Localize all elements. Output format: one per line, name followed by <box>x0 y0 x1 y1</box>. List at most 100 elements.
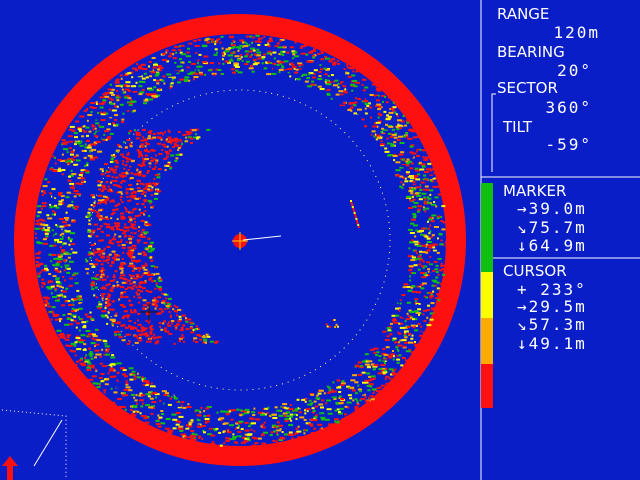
echo-pixel <box>209 62 214 64</box>
echo-pixel <box>90 194 95 197</box>
echo-pixel <box>390 144 395 147</box>
echo-pixel <box>199 411 202 414</box>
echo-pixel <box>138 226 141 229</box>
echo-pixel <box>136 329 139 331</box>
echo-pixel <box>87 229 91 232</box>
echo-pixel <box>427 184 433 187</box>
echo-pixel <box>67 345 73 347</box>
echo-pixel <box>215 51 218 54</box>
echo-pixel <box>382 372 386 375</box>
echo-pixel <box>411 203 416 206</box>
echo-pixel <box>187 79 191 82</box>
echo-pixel <box>406 312 409 315</box>
echo-pixel <box>67 238 73 241</box>
echo-pixel <box>382 100 384 103</box>
echo-pixel <box>106 255 109 258</box>
echo-pixel <box>357 384 360 387</box>
echo-pixel <box>388 356 392 359</box>
echo-pixel <box>424 178 428 181</box>
echo-pixel <box>377 88 380 91</box>
echo-pixel <box>186 133 191 136</box>
echo-pixel <box>90 209 93 212</box>
echo-pixel <box>403 283 409 286</box>
echo-pixel <box>433 226 439 228</box>
echo-pixel <box>432 177 437 180</box>
echo-pixel <box>69 174 74 177</box>
echo-pixel <box>294 409 299 412</box>
echo-pixel <box>367 389 371 392</box>
echo-pixel <box>133 260 138 263</box>
echo-pixel <box>383 354 389 357</box>
echo-pixel <box>194 133 197 136</box>
echo-pixel <box>115 89 118 92</box>
echo-pixel <box>37 211 42 214</box>
echo-pixel <box>202 341 205 344</box>
echo-pixel <box>202 45 208 48</box>
echo-pixel <box>148 291 152 293</box>
echo-pixel <box>103 385 107 388</box>
echo-pixel <box>143 213 146 216</box>
echo-pixel <box>124 394 129 397</box>
echo-pixel <box>408 207 413 209</box>
info-panel: RANGE 120m BEARING 20° SECTOR 360° TILT … <box>480 0 640 480</box>
echo-pixel <box>422 156 425 159</box>
echo-pixel <box>152 158 155 161</box>
echo-pixel <box>83 161 86 164</box>
echo-pixel <box>424 185 429 188</box>
echo-pixel <box>307 420 310 423</box>
echo-pixel <box>241 422 245 425</box>
echo-pixel <box>158 280 162 283</box>
echo-pixel <box>288 424 294 427</box>
echo-pixel <box>144 158 147 161</box>
echo-pixel <box>279 39 285 41</box>
echo-pixel <box>363 100 369 102</box>
echo-pixel <box>102 255 105 258</box>
echo-pixel <box>205 37 210 40</box>
echo-pixel <box>154 336 159 339</box>
echo-pixel <box>244 408 250 411</box>
echo-pixel <box>436 217 440 220</box>
echo-pixel <box>376 387 381 390</box>
echo-pixel <box>361 371 366 374</box>
echo-pixel <box>70 342 76 345</box>
echo-pixel <box>225 48 231 51</box>
echo-pixel <box>123 141 126 144</box>
echo-pixel <box>430 180 433 183</box>
echo-pixel <box>236 426 240 429</box>
echo-pixel <box>388 368 394 371</box>
echo-pixel <box>404 164 410 167</box>
echo-pixel <box>175 306 179 309</box>
echo-pixel <box>396 139 401 142</box>
echo-pixel <box>177 320 181 323</box>
echo-pixel <box>226 431 232 434</box>
echo-pixel <box>39 262 43 265</box>
echo-pixel <box>101 348 104 351</box>
echo-pixel <box>338 90 344 93</box>
echo-pixel <box>44 232 49 235</box>
echo-pixel <box>196 136 201 139</box>
echo-pixel <box>86 335 89 338</box>
echo-pixel <box>429 296 433 299</box>
echo-pixel <box>403 334 407 336</box>
echo-pixel <box>244 41 247 44</box>
echo-pixel <box>181 53 186 56</box>
echo-pixel <box>119 153 124 156</box>
echo-pixel <box>152 299 156 302</box>
echo-pixel <box>129 225 132 228</box>
echo-pixel <box>172 138 176 141</box>
echo-pixel <box>76 360 79 363</box>
echo-pixel <box>62 221 67 224</box>
echo-pixel <box>171 49 176 52</box>
echo-pixel <box>114 165 119 168</box>
echo-pixel <box>116 362 122 365</box>
echo-pixel <box>158 69 162 72</box>
echo-pixel <box>62 276 65 278</box>
echo-pixel <box>134 215 139 218</box>
echo-pixel <box>426 324 432 327</box>
echo-pixel <box>45 247 49 250</box>
echo-pixel <box>111 155 114 158</box>
echo-pixel <box>142 251 146 254</box>
echo-pixel <box>442 264 445 267</box>
echo-pixel <box>353 85 358 88</box>
echo-pixel <box>138 286 143 288</box>
